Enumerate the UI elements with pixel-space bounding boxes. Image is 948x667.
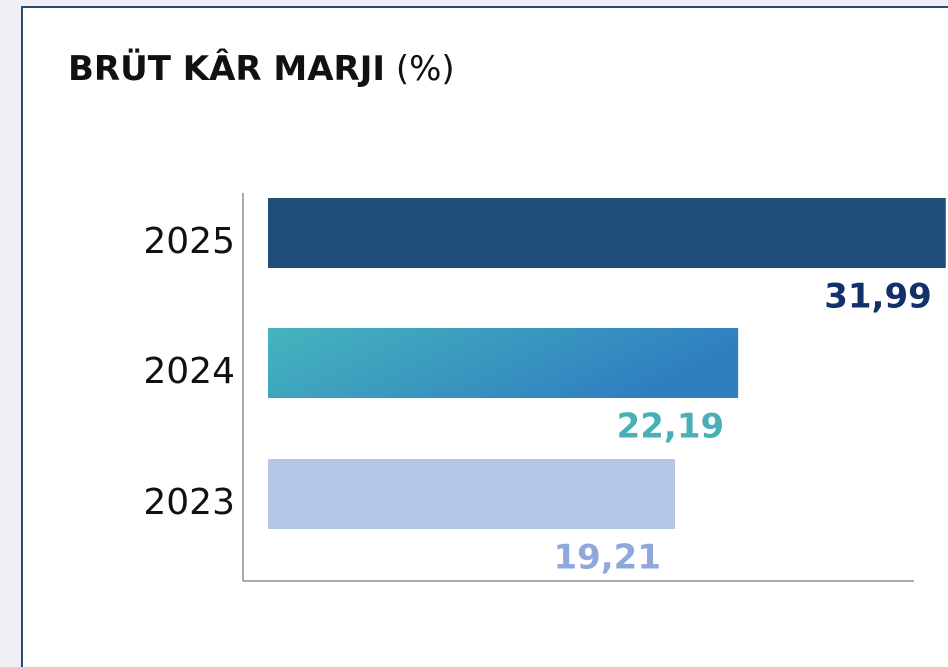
title-unit: (%) bbox=[396, 49, 455, 89]
chart-title: BRÜT KÂR MARJI (%) bbox=[68, 48, 455, 89]
y-tick-label: 2025 bbox=[143, 221, 235, 262]
value-label: 31,99 bbox=[824, 277, 932, 317]
y-tick-label: 2023 bbox=[143, 482, 235, 523]
title-main: BRÜT KÂR MARJI bbox=[68, 48, 385, 89]
y-tick-label: 2024 bbox=[143, 351, 235, 392]
bar bbox=[268, 328, 739, 398]
value-label: 22,19 bbox=[617, 407, 725, 447]
bar bbox=[268, 198, 946, 268]
value-label: 19,21 bbox=[553, 538, 661, 578]
bar bbox=[268, 459, 676, 529]
